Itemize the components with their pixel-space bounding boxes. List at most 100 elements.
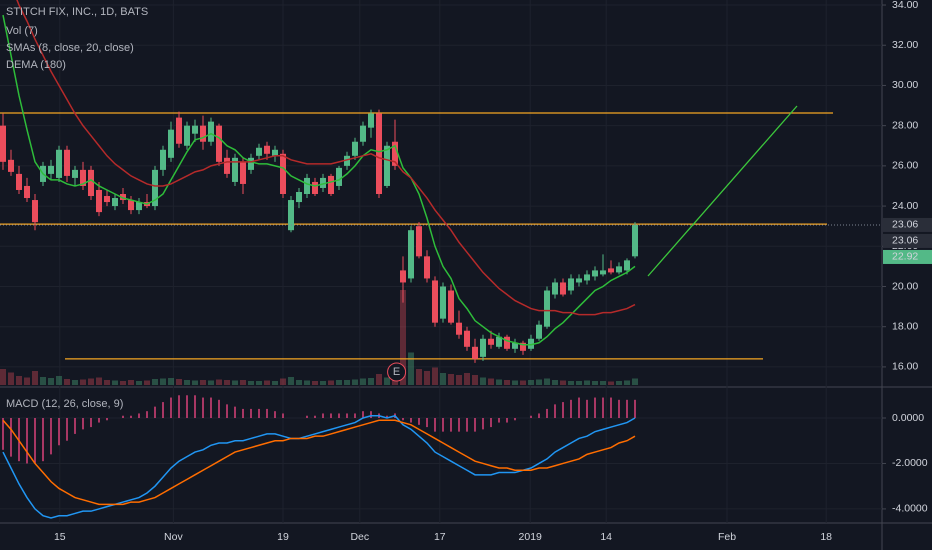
macd-histogram-bar — [146, 411, 148, 418]
candle-body — [312, 181, 318, 195]
x-tick-label: 18 — [820, 531, 832, 543]
candle-body — [424, 256, 430, 279]
macd-histogram-bar — [346, 413, 348, 418]
macd-histogram-bar — [90, 418, 92, 428]
candle-body — [288, 200, 294, 231]
macd-histogram-bar — [362, 411, 364, 418]
x-tick-label: 2019 — [519, 531, 543, 543]
macd-title: MACD (12, 26, close, 9) — [6, 398, 123, 410]
macd-histogram-bar — [130, 415, 132, 418]
indicator-label: SMAs (8, close, 20, close) — [6, 42, 134, 54]
y-tick-label: 34.00 — [892, 0, 918, 11]
candle-body — [168, 129, 174, 158]
candle-body — [480, 338, 486, 357]
y-tick-label: 28.00 — [892, 119, 918, 131]
y-tick-label: 32.00 — [892, 39, 918, 51]
candle-body — [224, 157, 230, 174]
volume-bar — [208, 380, 214, 385]
macd-line — [2, 414, 636, 519]
macd-histogram-bar — [570, 399, 572, 418]
macd-histogram-bar — [186, 395, 188, 418]
macd-histogram-bar — [506, 418, 508, 423]
candle-body — [272, 149, 278, 156]
candle-body — [536, 324, 542, 339]
macd-histogram-bar — [282, 413, 284, 418]
volume-bar — [632, 378, 638, 385]
y-tick-label: 20.00 — [892, 280, 918, 292]
volume-bar — [280, 378, 286, 385]
macd-histogram-bar — [594, 397, 596, 418]
y-tick-label: 24.00 — [892, 200, 918, 212]
candle-body — [360, 125, 366, 142]
macd-histogram-bar — [194, 395, 196, 418]
macd-histogram-bar — [122, 415, 124, 418]
volume-bar — [544, 378, 550, 385]
volume-bar — [16, 376, 22, 385]
indicator-label: DEMA (180) — [6, 59, 66, 71]
candle-body — [88, 169, 94, 197]
volume-bar — [312, 381, 318, 385]
candle-body — [160, 149, 166, 170]
volume-bar — [432, 367, 438, 385]
macd-histogram-bar — [2, 418, 4, 450]
price-badge — [883, 217, 932, 232]
candle-body — [72, 169, 78, 178]
macd-histogram-bar — [490, 418, 492, 428]
macd-histogram-bar — [370, 411, 372, 418]
macd-histogram-bar — [618, 399, 620, 418]
candle-body — [448, 290, 454, 323]
candle-body — [280, 153, 286, 195]
candle-body — [296, 191, 302, 203]
candle-body — [136, 202, 142, 211]
macd-histogram-bar — [538, 413, 540, 418]
indicator-label: Vol (7) — [6, 25, 38, 37]
volume-bar — [320, 381, 326, 385]
volume-bar — [240, 380, 246, 385]
candle-body — [336, 167, 342, 186]
volume-bar — [552, 380, 558, 385]
volume-bar — [528, 380, 534, 385]
macd-histogram-bar — [50, 418, 52, 455]
macd-histogram-bar — [74, 418, 76, 434]
macd-histogram-bar — [258, 408, 260, 418]
candle-body — [472, 346, 478, 359]
candle-body — [376, 113, 382, 195]
candle-body — [96, 189, 102, 213]
macd-histogram-bar — [450, 418, 452, 432]
volume-bar — [168, 378, 174, 385]
macd-histogram-bar — [386, 415, 388, 418]
macd-histogram-bar — [306, 415, 308, 418]
macd-histogram-bar — [10, 418, 12, 457]
macd-tick-label: -2.0000 — [892, 457, 928, 469]
volume-bar — [288, 377, 294, 385]
x-tick-label: 14 — [600, 531, 612, 543]
volume-bar — [304, 380, 310, 385]
macd-histogram-bar — [98, 418, 100, 423]
volume-bar — [536, 379, 542, 385]
volume-bar — [576, 381, 582, 385]
macd-histogram-bar — [410, 418, 412, 423]
volume-bar — [224, 380, 230, 385]
candle-body — [600, 270, 606, 275]
candle-body — [8, 159, 14, 172]
macd-histogram-bar — [82, 418, 84, 430]
macd-histogram-bar — [330, 413, 332, 418]
price-badge-label: 22.92 — [892, 251, 918, 263]
macd-histogram-bar — [66, 418, 68, 441]
volume-bar — [480, 377, 486, 385]
volume-bar — [504, 380, 510, 385]
macd-histogram-bar — [610, 397, 612, 418]
candle-body — [456, 322, 462, 335]
candle-body — [24, 185, 30, 199]
volume-bar — [560, 380, 566, 385]
macd-histogram-bar — [338, 413, 340, 418]
candle-body — [56, 149, 62, 178]
candle-body — [528, 338, 534, 349]
macd-histogram-bar — [466, 418, 468, 432]
volume-bar — [368, 378, 374, 385]
macd-histogram-bar — [434, 418, 436, 432]
candle-body — [384, 145, 390, 186]
macd-histogram-bar — [474, 418, 476, 432]
macd-histogram-bar — [58, 418, 60, 446]
